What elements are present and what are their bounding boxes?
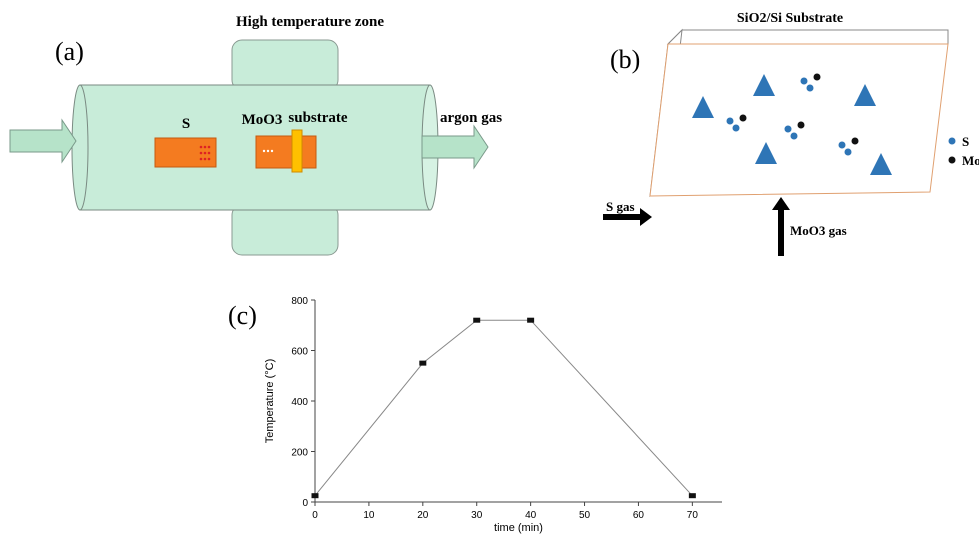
x-tick-label: 60	[633, 510, 645, 521]
moo3-boat	[256, 136, 316, 168]
moo3-gas-label: MoO3 gas	[790, 223, 847, 238]
tube-end	[72, 85, 88, 210]
x-tick-label: 0	[312, 510, 318, 521]
y-tick-label: 0	[302, 498, 308, 509]
legend-entry: Mo	[962, 153, 979, 168]
gas-label: argon gas	[440, 110, 502, 126]
moo3-label: MoO3	[242, 112, 283, 128]
legend-swatch	[949, 157, 956, 164]
x-tick-label: 20	[417, 510, 429, 521]
marker	[473, 318, 480, 323]
x-tick-label: 10	[363, 510, 375, 521]
legend-entry: S	[962, 134, 969, 149]
substrate-title: SiO2/Si Substrate	[737, 11, 843, 26]
y-tick-label: 600	[291, 347, 308, 358]
substrate-label: substrate	[288, 110, 348, 126]
panel-label: (c)	[228, 301, 257, 330]
zone-label: High temperature zone	[236, 14, 384, 30]
x-tick-label: 30	[471, 510, 483, 521]
substrate-face	[650, 44, 948, 196]
figure: (a) High temperature zone argon gas S Mo…	[0, 0, 979, 534]
x-tick-label: 50	[579, 510, 591, 521]
s-boat	[155, 138, 216, 167]
tube	[80, 85, 430, 210]
line	[315, 320, 692, 495]
panel-label: (b)	[610, 45, 640, 74]
y-tick-label: 400	[291, 397, 308, 408]
y-tick-label: 800	[291, 296, 308, 307]
substrate-edge	[668, 30, 948, 44]
y-axis-label: Temperature (°C)	[264, 359, 276, 443]
moo3-dots	[263, 150, 273, 152]
marker	[527, 318, 534, 323]
chart: 0 200 400 600 800 0 10 20 30 40 50 60 70 time (min) Te…	[264, 296, 722, 534]
inlet-arrow	[10, 120, 76, 162]
moo3-gas-arrow	[772, 197, 790, 256]
s-label: S	[182, 116, 190, 132]
x-axis-label: time (min)	[494, 522, 543, 534]
heater-bottom	[232, 205, 338, 255]
s-dots	[200, 146, 211, 161]
heater-top	[232, 40, 338, 90]
substrate	[292, 130, 302, 172]
x-tick-label: 70	[687, 510, 699, 521]
legend-swatch	[949, 138, 956, 145]
marker	[689, 493, 696, 498]
marker	[419, 361, 426, 366]
s-gas-label: S gas	[606, 199, 635, 214]
panel-label: (a)	[55, 37, 84, 66]
marker	[312, 493, 319, 498]
x-tick-label: 40	[525, 510, 537, 521]
y-tick-label: 200	[291, 448, 308, 459]
